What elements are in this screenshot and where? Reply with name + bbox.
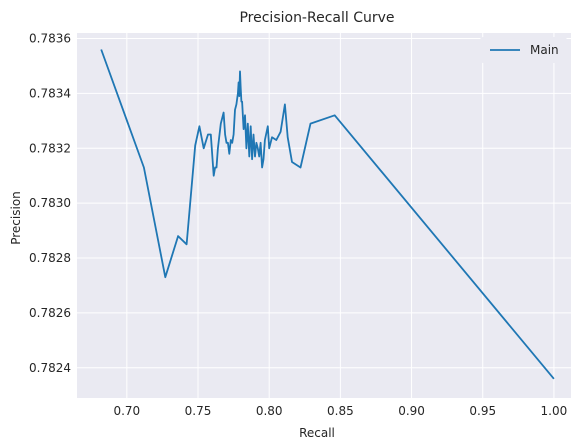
plot-area	[77, 33, 571, 398]
legend: Main	[480, 37, 567, 63]
y-tick-label: 0.7828	[29, 251, 71, 265]
x-tick-label: 0.95	[469, 404, 496, 418]
y-tick-label: 0.7834	[29, 86, 71, 100]
x-tick-label: 0.70	[113, 404, 140, 418]
x-tick-label: 0.85	[327, 404, 354, 418]
y-tick-label: 0.7830	[29, 196, 71, 210]
tick-labels: 0.70 0.75 0.80 0.85 0.90 0.95 1.00 0.7824 0.7826…	[29, 31, 567, 418]
x-axis-label: Recall	[299, 426, 335, 440]
legend-box	[480, 37, 567, 63]
y-tick-label: 0.7824	[29, 361, 71, 375]
series-layer	[100, 49, 555, 380]
y-tick-label: 0.7832	[29, 141, 71, 155]
x-tick-label: 0.75	[185, 404, 212, 418]
y-tick-label: 0.7826	[29, 306, 71, 320]
chart-title: Precision-Recall Curve	[239, 10, 394, 26]
x-tick-label: 0.90	[398, 404, 425, 418]
y-axis-label: Precision	[9, 191, 23, 245]
y-tick-label: 0.7836	[29, 31, 71, 45]
x-tick-label: 0.80	[256, 404, 283, 418]
x-tick-label: 1.00	[541, 404, 568, 418]
legend-label-main: Main	[530, 43, 559, 57]
series-line-0	[100, 49, 555, 380]
